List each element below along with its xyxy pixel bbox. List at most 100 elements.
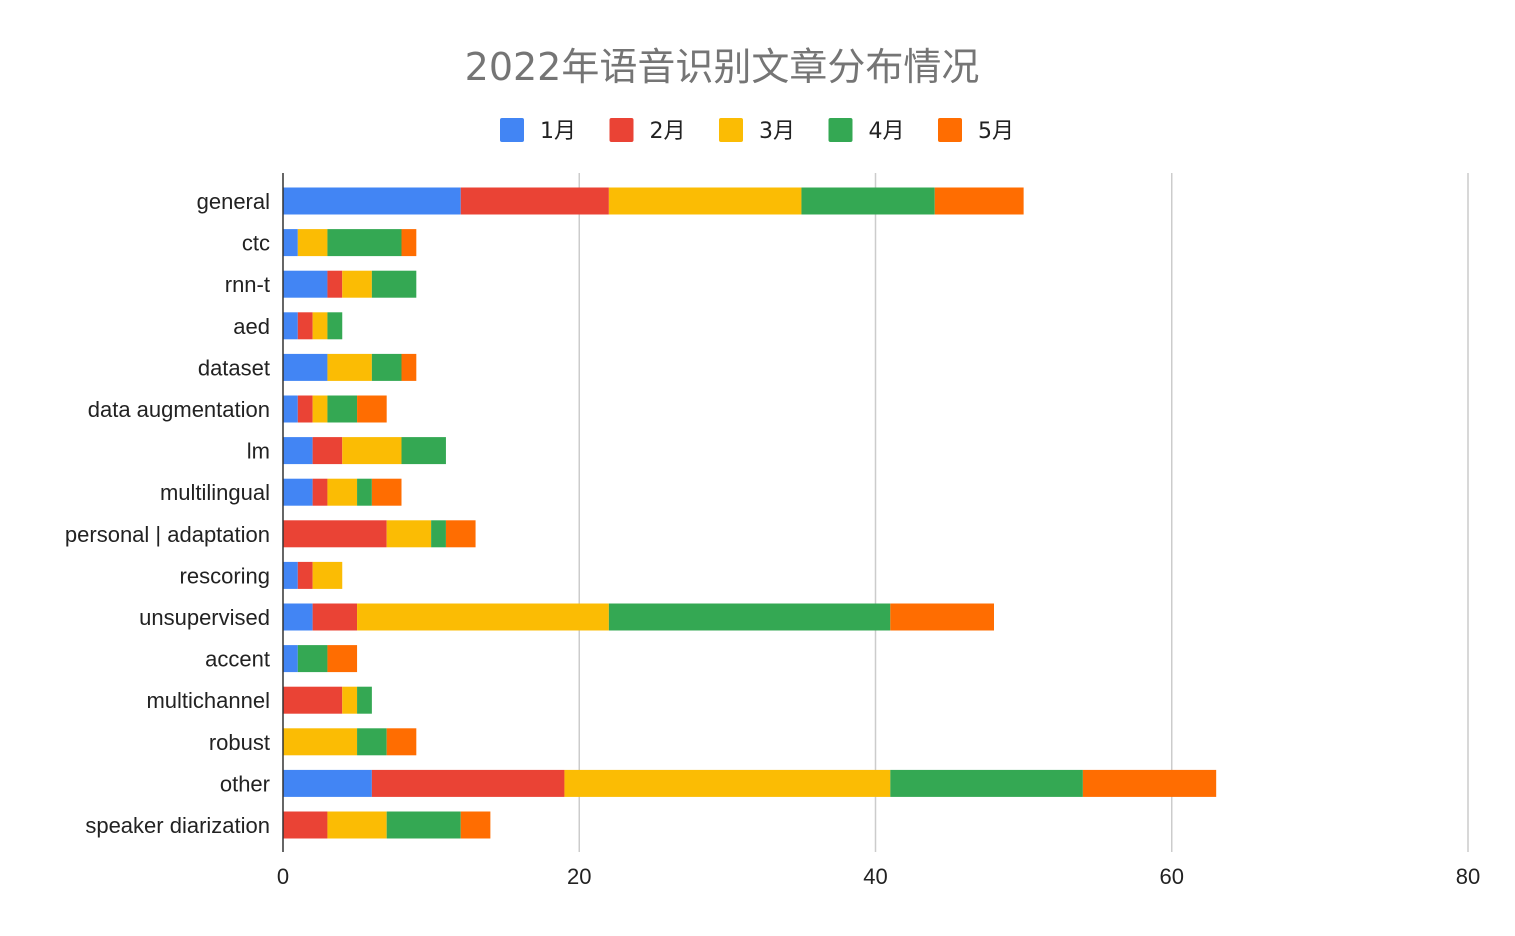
- bar-robust-series-3: [283, 728, 358, 756]
- bar-lm-series-4: [401, 437, 446, 465]
- bar-general-series-3: [608, 187, 802, 215]
- bar-aed-series-1: [283, 312, 298, 340]
- category-label: lm: [247, 439, 270, 464]
- bar-rnn-t-series-1: [283, 270, 328, 298]
- bar-other-series-4: [890, 769, 1083, 797]
- bar-aed-series-4: [327, 312, 343, 340]
- legend-label: 1月: [540, 119, 576, 144]
- bar-data-augmentation-series-3: [312, 395, 328, 423]
- bar-data-augmentation-series-2: [297, 395, 313, 423]
- category-label: other: [220, 771, 270, 796]
- bar-other-series-3: [564, 769, 891, 797]
- x-tick-label: 60: [1160, 864, 1184, 889]
- bar-other-series-1: [283, 769, 372, 797]
- x-tick-label: 20: [567, 864, 591, 889]
- bar-personal-adaptation-series-2: [283, 520, 387, 548]
- category-label: rescoring: [180, 563, 270, 588]
- bar-rescoring-series-1: [283, 561, 298, 589]
- x-tick-label: 80: [1456, 864, 1480, 889]
- bar-multilingual-series-1: [283, 478, 313, 506]
- legend-item: 4月: [828, 118, 905, 144]
- gridlines: [578, 173, 1469, 852]
- legend-swatch: [828, 118, 853, 142]
- bar-general-series-4: [801, 187, 935, 215]
- bar-accent-series-4: [297, 645, 328, 673]
- legend-item: 3月: [719, 118, 795, 144]
- legend-swatch: [719, 118, 743, 142]
- bar-unsupervised-series-5: [890, 603, 994, 631]
- bar-multichannel-series-2: [283, 686, 343, 714]
- category-label: speaker diarization: [85, 813, 270, 838]
- legend-label: 3月: [759, 119, 795, 144]
- bar-multilingual-series-5: [371, 478, 402, 506]
- bar-rescoring-series-2: [297, 561, 313, 589]
- bar-general-series-2: [460, 187, 609, 215]
- bar-ctc-series-4: [327, 229, 402, 257]
- bar-multichannel-series-4: [357, 686, 372, 714]
- bar-data-augmentation-series-4: [327, 395, 358, 423]
- bar-other-series-2: [371, 769, 565, 797]
- bar-accent-series-5: [327, 645, 358, 673]
- bar-rnn-t-series-2: [327, 270, 343, 298]
- bar-ctc-series-1: [283, 229, 298, 257]
- category-label: robust: [209, 730, 270, 755]
- bars: [283, 187, 1217, 839]
- bar-lm-series-1: [283, 437, 313, 465]
- bar-dataset-series-4: [371, 353, 402, 381]
- bar-data-augmentation-series-5: [357, 395, 387, 423]
- bar-unsupervised-series-4: [608, 603, 891, 631]
- bar-robust-series-5: [386, 728, 417, 756]
- bar-dataset-series-5: [401, 353, 417, 381]
- legend-swatch: [500, 118, 524, 142]
- category-label: personal | adaptation: [65, 522, 270, 547]
- category-label: general: [197, 189, 270, 214]
- bar-lm-series-3: [342, 437, 402, 465]
- bar-dataset-series-1: [283, 353, 328, 381]
- legend-swatch: [609, 118, 634, 142]
- chart-title: 2022年语音识别文章分布情况: [465, 45, 980, 89]
- legend-label: 5月: [978, 119, 1014, 144]
- bar-unsupervised-series-2: [312, 603, 358, 631]
- bar-multilingual-series-3: [327, 478, 358, 506]
- category-label: rnn-t: [225, 272, 270, 297]
- bar-rnn-t-series-4: [371, 270, 417, 298]
- category-label: data augmentation: [88, 397, 270, 422]
- bar-speaker-diarization-series-2: [283, 811, 328, 839]
- legend-item: 1月: [500, 118, 576, 144]
- bar-accent-series-1: [283, 645, 298, 673]
- bar-aed-series-3: [312, 312, 328, 340]
- bar-speaker-diarization-series-5: [460, 811, 491, 839]
- category-label: multichannel: [146, 688, 270, 713]
- category-labels: general ctc rnn-t aed dataset data augmentati…: [65, 189, 270, 838]
- bar-rnn-t-series-3: [342, 270, 372, 298]
- legend-label: 4月: [869, 119, 905, 144]
- category-label: aed: [233, 314, 270, 339]
- legend: 1月 2月 3月 4月 5月: [500, 118, 1014, 144]
- legend-item: 5月: [938, 118, 1014, 144]
- bar-unsupervised-series-3: [357, 603, 609, 631]
- x-tick-labels: 0 20 40 60 80: [277, 864, 1480, 889]
- bar-general-series-1: [283, 187, 461, 215]
- bar-ctc-series-5: [401, 229, 417, 257]
- legend-swatch: [938, 118, 962, 142]
- bar-dataset-series-3: [327, 353, 372, 381]
- legend-item: 2月: [609, 118, 686, 144]
- bar-personal-adaptation-series-3: [386, 520, 432, 548]
- bar-personal-adaptation-series-5: [445, 520, 476, 548]
- bar-ctc-series-3: [297, 229, 328, 257]
- category-label: dataset: [198, 355, 270, 380]
- bar-personal-adaptation-series-4: [431, 520, 446, 548]
- bar-aed-series-2: [297, 312, 313, 340]
- x-tick-label: 40: [863, 864, 887, 889]
- bar-multichannel-series-3: [342, 686, 358, 714]
- category-label: unsupervised: [139, 605, 270, 630]
- category-label: ctc: [242, 231, 270, 256]
- bar-speaker-diarization-series-4: [386, 811, 461, 839]
- bar-multilingual-series-4: [357, 478, 372, 506]
- bar-general-series-5: [934, 187, 1024, 215]
- category-label: accent: [205, 647, 270, 672]
- bar-other-series-5: [1082, 769, 1217, 797]
- legend-label: 2月: [650, 119, 686, 144]
- bar-multilingual-series-2: [312, 478, 328, 506]
